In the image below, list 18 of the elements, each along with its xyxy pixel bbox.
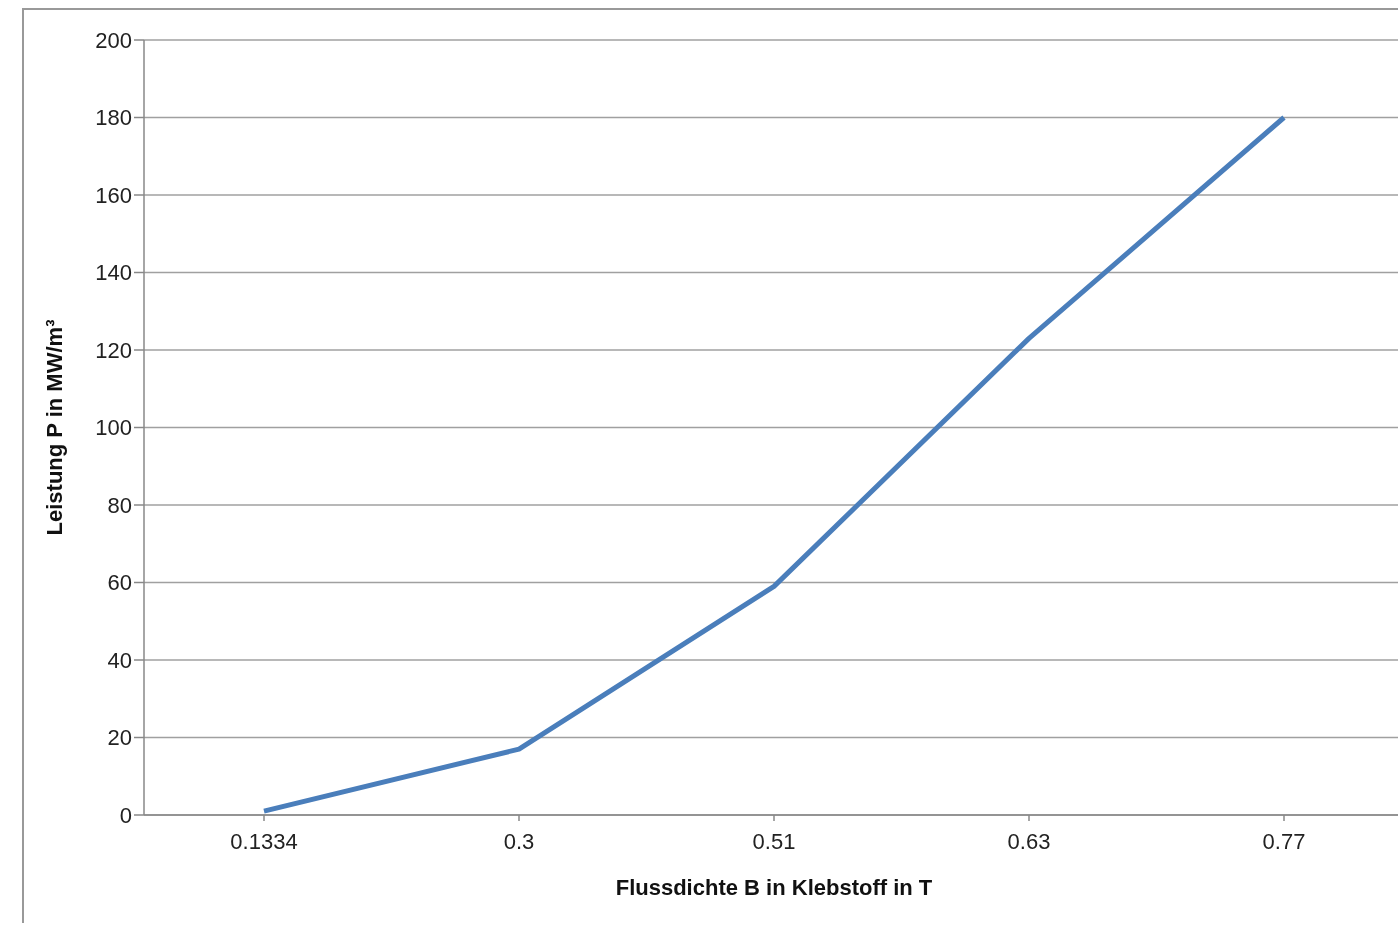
y-tick-label: 100	[95, 415, 132, 441]
y-tick-label: 0	[119, 802, 132, 828]
x-axis-title: Flussdichte B in Klebstoff in T	[615, 875, 933, 900]
x-tick-label: 0.51	[752, 828, 796, 854]
y-axis-title: Leistung P in MW/m³	[41, 319, 67, 536]
y-tick-label: 60	[107, 570, 132, 596]
y-tick-label: 140	[95, 260, 132, 286]
y-tick-label: 180	[95, 105, 132, 131]
y-tick-label: 120	[95, 337, 132, 363]
y-tick-label: 160	[95, 182, 132, 208]
y-tick-label: 40	[107, 647, 132, 673]
x-tick-label: 0.63	[1007, 828, 1051, 854]
y-tick-label: 20	[107, 725, 132, 751]
y-tick-label: 200	[95, 27, 132, 53]
y-tick-label: 80	[107, 492, 132, 518]
x-tick-label: 0.3	[503, 828, 535, 854]
x-tick-label: 0.1334	[230, 828, 298, 854]
x-tick-label: 0.77	[1262, 828, 1306, 854]
